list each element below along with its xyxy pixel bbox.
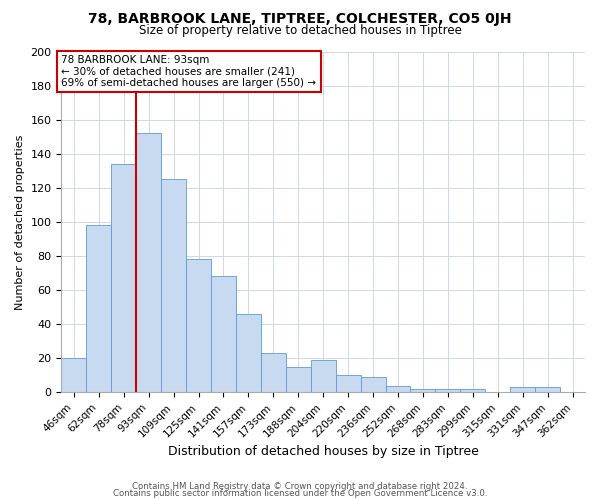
- X-axis label: Distribution of detached houses by size in Tiptree: Distribution of detached houses by size …: [168, 444, 479, 458]
- Bar: [386, 386, 410, 392]
- Bar: [186, 260, 211, 392]
- Bar: [535, 388, 560, 392]
- Bar: [236, 314, 261, 392]
- Bar: [86, 226, 111, 392]
- Text: Contains HM Land Registry data © Crown copyright and database right 2024.: Contains HM Land Registry data © Crown c…: [132, 482, 468, 491]
- Bar: [311, 360, 335, 392]
- Bar: [335, 376, 361, 392]
- Bar: [436, 389, 460, 392]
- Text: 78 BARBROOK LANE: 93sqm
← 30% of detached houses are smaller (241)
69% of semi-d: 78 BARBROOK LANE: 93sqm ← 30% of detache…: [61, 55, 316, 88]
- Bar: [61, 358, 86, 392]
- Bar: [211, 276, 236, 392]
- Bar: [361, 377, 386, 392]
- Bar: [460, 389, 485, 392]
- Bar: [111, 164, 136, 392]
- Bar: [136, 134, 161, 392]
- Text: Size of property relative to detached houses in Tiptree: Size of property relative to detached ho…: [139, 24, 461, 37]
- Text: 78, BARBROOK LANE, TIPTREE, COLCHESTER, CO5 0JH: 78, BARBROOK LANE, TIPTREE, COLCHESTER, …: [88, 12, 512, 26]
- Bar: [161, 180, 186, 392]
- Y-axis label: Number of detached properties: Number of detached properties: [15, 134, 25, 310]
- Bar: [510, 388, 535, 392]
- Bar: [410, 389, 436, 392]
- Bar: [261, 353, 286, 393]
- Text: Contains public sector information licensed under the Open Government Licence v3: Contains public sector information licen…: [113, 489, 487, 498]
- Bar: [286, 367, 311, 392]
